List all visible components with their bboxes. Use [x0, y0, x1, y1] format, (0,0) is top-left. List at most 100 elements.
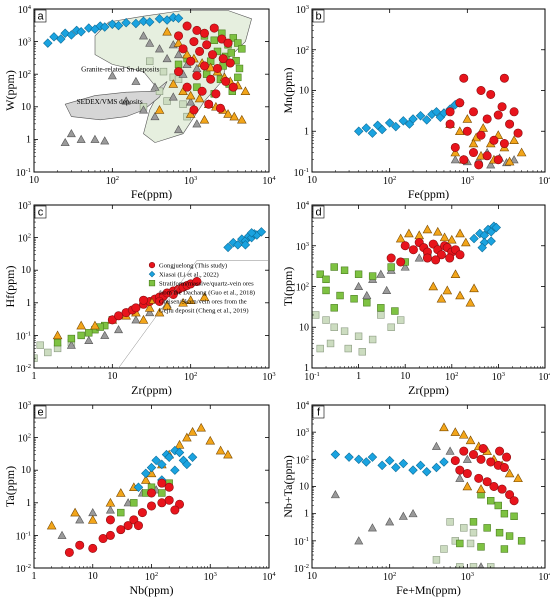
point-gejiu [439, 232, 450, 242]
point-gejiu [223, 109, 233, 118]
point-gejiu [199, 114, 210, 124]
point-gejiu-grey [477, 562, 485, 568]
point-gejiu [205, 435, 216, 445]
point-xiasai [384, 455, 395, 466]
point-gongjuelong [170, 505, 180, 515]
point-xiasai [173, 13, 184, 23]
point-gongjuelong [486, 457, 496, 467]
point-dachang [363, 299, 371, 307]
legend-label: Gongjuelong (This study) [159, 263, 227, 270]
point-gongjuelong [228, 82, 238, 92]
legend-label: Gejiu deposit (Cheng et al., 2019) [159, 308, 249, 315]
point-gongjuelong [114, 311, 124, 321]
plot-area [46, 422, 233, 557]
point-xiasai [233, 240, 243, 250]
point-xiasai [240, 240, 251, 250]
point-gongjuelong [459, 73, 469, 83]
point-gejiu-grey [121, 96, 131, 105]
point-dachang-light [163, 97, 171, 105]
point-dachang [117, 508, 125, 517]
tick-label: 103 [204, 571, 217, 583]
point-xiasai [391, 121, 401, 132]
point-gongjuelong [478, 444, 488, 454]
tick-label: 1 [304, 509, 309, 520]
point-gejiu [182, 49, 192, 59]
point-gongjuelong [182, 21, 192, 31]
point-dachang [487, 497, 495, 505]
point-gejiu [450, 147, 461, 157]
point-dachang-light [340, 327, 349, 335]
point-gejiu [422, 224, 433, 234]
point-gongjuelong [116, 525, 126, 535]
point-dachang [500, 545, 509, 553]
y-axis-label: Hf(ppm) [3, 266, 17, 308]
point-dachang-light [155, 87, 164, 95]
panel-letter-box [34, 9, 47, 23]
point-gongjuelong [462, 469, 472, 479]
point-xiasai [84, 23, 94, 33]
x-axis-label: Fe(ppm) [408, 187, 449, 201]
point-gejiu [450, 269, 461, 278]
point-dachang [234, 39, 242, 47]
plot-area [43, 10, 252, 147]
point-gejiu [215, 445, 226, 455]
point-dachang [517, 537, 526, 545]
point-gongjuelong [192, 25, 202, 35]
point-gejiu-grey [400, 262, 410, 271]
point-dachang [322, 275, 330, 284]
tick-label: 104 [18, 4, 32, 16]
point-gejiu [115, 488, 126, 497]
point-dachang [53, 338, 62, 347]
point-gongjuelong [107, 315, 117, 325]
point-dachang-light [487, 563, 495, 568]
point-xiasai [121, 17, 131, 28]
point-gongjuelong [168, 289, 178, 299]
point-gejiu-grey [88, 507, 98, 517]
tick-label: 10 [307, 571, 317, 582]
point-gejiu [140, 475, 151, 484]
point-gongjuelong [174, 67, 184, 77]
point-gejiu [428, 281, 439, 291]
panel-letter: d [315, 207, 321, 219]
point-gejiu-grey [105, 505, 115, 514]
point-gejiu-grey [114, 325, 124, 334]
point-gejiu [182, 432, 192, 442]
point-gejiu [450, 427, 461, 436]
point-gejiu [185, 90, 196, 100]
plot-area [354, 73, 527, 170]
tick-label: 102 [383, 571, 396, 583]
point-gongjuelong [199, 61, 209, 71]
point-gongjuelong [482, 151, 492, 161]
point-gongjuelong [75, 540, 85, 550]
point-gejiu [173, 38, 184, 47]
point-gongjuelong [174, 31, 184, 41]
series-gongjuelong [174, 21, 238, 115]
point-gejiu [461, 237, 471, 247]
point-gongjuelong [206, 74, 216, 84]
point-gejiu-grey [174, 124, 184, 134]
point-gongjuelong [450, 142, 460, 152]
point-xiasai [133, 482, 144, 492]
point-gongjuelong [482, 477, 492, 487]
point-dachang-light [44, 348, 52, 357]
point-xiasai [431, 107, 442, 117]
panel-c: 1 10 102 103 10-2 10-1 1 10 102 103 c Zr(ppm) Hf(ppm… [3, 200, 276, 397]
point-gejiu-grey [330, 490, 340, 499]
tick-label: 103 [461, 175, 474, 187]
y-axis-label: Ti(ppm) [281, 267, 295, 307]
panel-letter: b [315, 11, 321, 23]
point-gongjuelong [505, 490, 515, 500]
point-gongjuelong [509, 496, 519, 506]
point-gongjuelong [489, 135, 499, 145]
point-dachang [330, 263, 338, 271]
tick-label: 102 [296, 282, 309, 294]
point-gejiu-grey [162, 54, 172, 63]
tick-label: 1 [32, 571, 37, 582]
point-xiasai [475, 228, 485, 239]
point-dachang [340, 266, 349, 274]
y-axis-label: Mn(ppm) [281, 68, 295, 114]
tick-label: 10-1 [294, 536, 309, 548]
point-gejiu [516, 147, 527, 157]
point-gejiu [187, 426, 198, 436]
point-gongjuelong [476, 130, 486, 140]
